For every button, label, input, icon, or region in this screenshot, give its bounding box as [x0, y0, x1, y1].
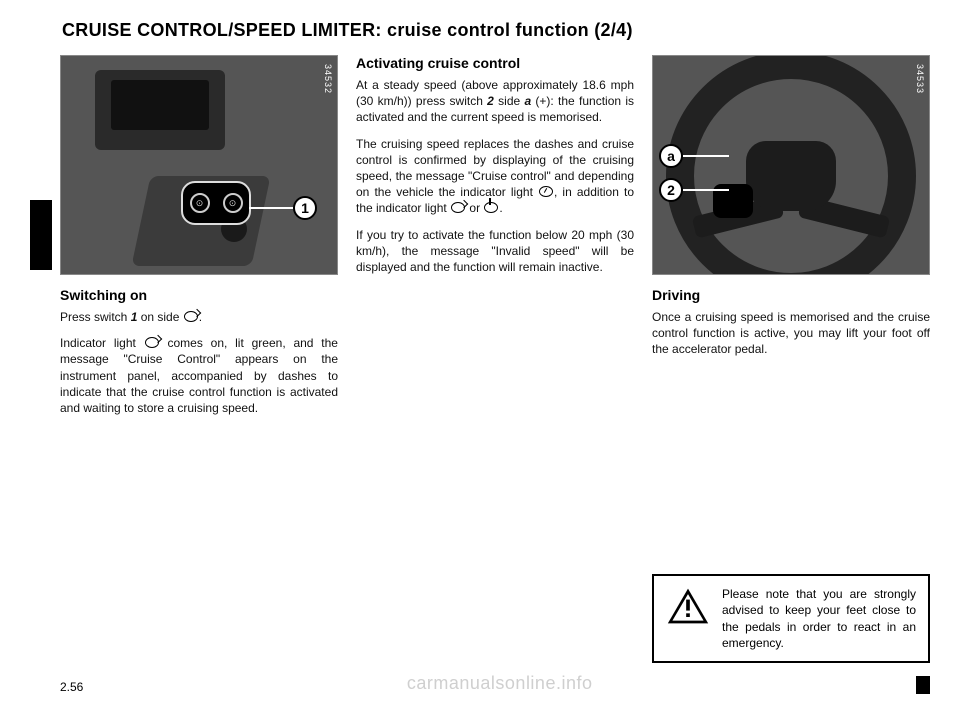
subhead-activating: Activating cruise control [356, 55, 634, 71]
page-number: 2.56 [60, 680, 83, 694]
end-mark [916, 676, 930, 694]
subhead-driving: Driving [652, 287, 930, 303]
callout-2: 2 [659, 178, 729, 202]
wheel-hub [746, 141, 836, 211]
section-tab [30, 200, 52, 270]
callout-bubble-2: 2 [659, 178, 683, 202]
para-activate-2: The cruising speed replaces the dashes a… [356, 136, 634, 217]
text: . [499, 201, 502, 215]
ref-2: 2 [487, 94, 494, 108]
cruise-icon [451, 202, 465, 213]
cruise-switch: ⊙⊙ [181, 181, 251, 225]
callout-1: 1 [249, 196, 317, 220]
cruise-icon [184, 311, 198, 322]
cruise-icon [145, 337, 159, 348]
watermark: carmanualsonline.info [407, 673, 593, 694]
text: Press switch [60, 310, 131, 324]
para-activate-3: If you try to activate the function belo… [356, 227, 634, 276]
subhead-switching-on: Switching on [60, 287, 338, 303]
text: side [494, 94, 525, 108]
column-3: 34533 a 2 Driving Once a cruising speed … [652, 55, 930, 663]
image-id: 34532 [323, 64, 333, 94]
callout-a: a [659, 144, 729, 168]
callout-bubble-1: 1 [293, 196, 317, 220]
para-driving: Once a cruising speed is memorised and t… [652, 309, 930, 358]
image-id: 34533 [915, 64, 925, 94]
page-title: CRUISE CONTROL/SPEED LIMITER: cruise con… [60, 20, 930, 41]
para-switch-press: Press switch 1 on side . [60, 309, 338, 325]
figure-console: 34532 ⊙⊙ 1 [60, 55, 338, 275]
columns: 34532 ⊙⊙ 1 Switching on Press switch 1 o… [60, 55, 930, 663]
para-indicator: Indicator light comes on, lit green, and… [60, 335, 338, 416]
para-activate-1: At a steady speed (above approximately 1… [356, 77, 634, 126]
limiter-icon [484, 202, 498, 213]
footer: 2.56 carmanualsonline.info [60, 673, 930, 694]
column-1: 34532 ⊙⊙ 1 Switching on Press switch 1 o… [60, 55, 338, 663]
callout-bubble-a: a [659, 144, 683, 168]
column-2: Activating cruise control At a steady sp… [356, 55, 634, 663]
warning-icon [666, 586, 710, 651]
set-speed-icon [539, 186, 553, 197]
warning-box: Please note that you are strongly advise… [652, 574, 930, 663]
screen-shape [111, 80, 209, 130]
figure-steering-wheel: 34533 a 2 [652, 55, 930, 275]
text: on side [137, 310, 182, 324]
warning-text: Please note that you are strongly advise… [722, 586, 916, 651]
text: or [466, 201, 483, 215]
